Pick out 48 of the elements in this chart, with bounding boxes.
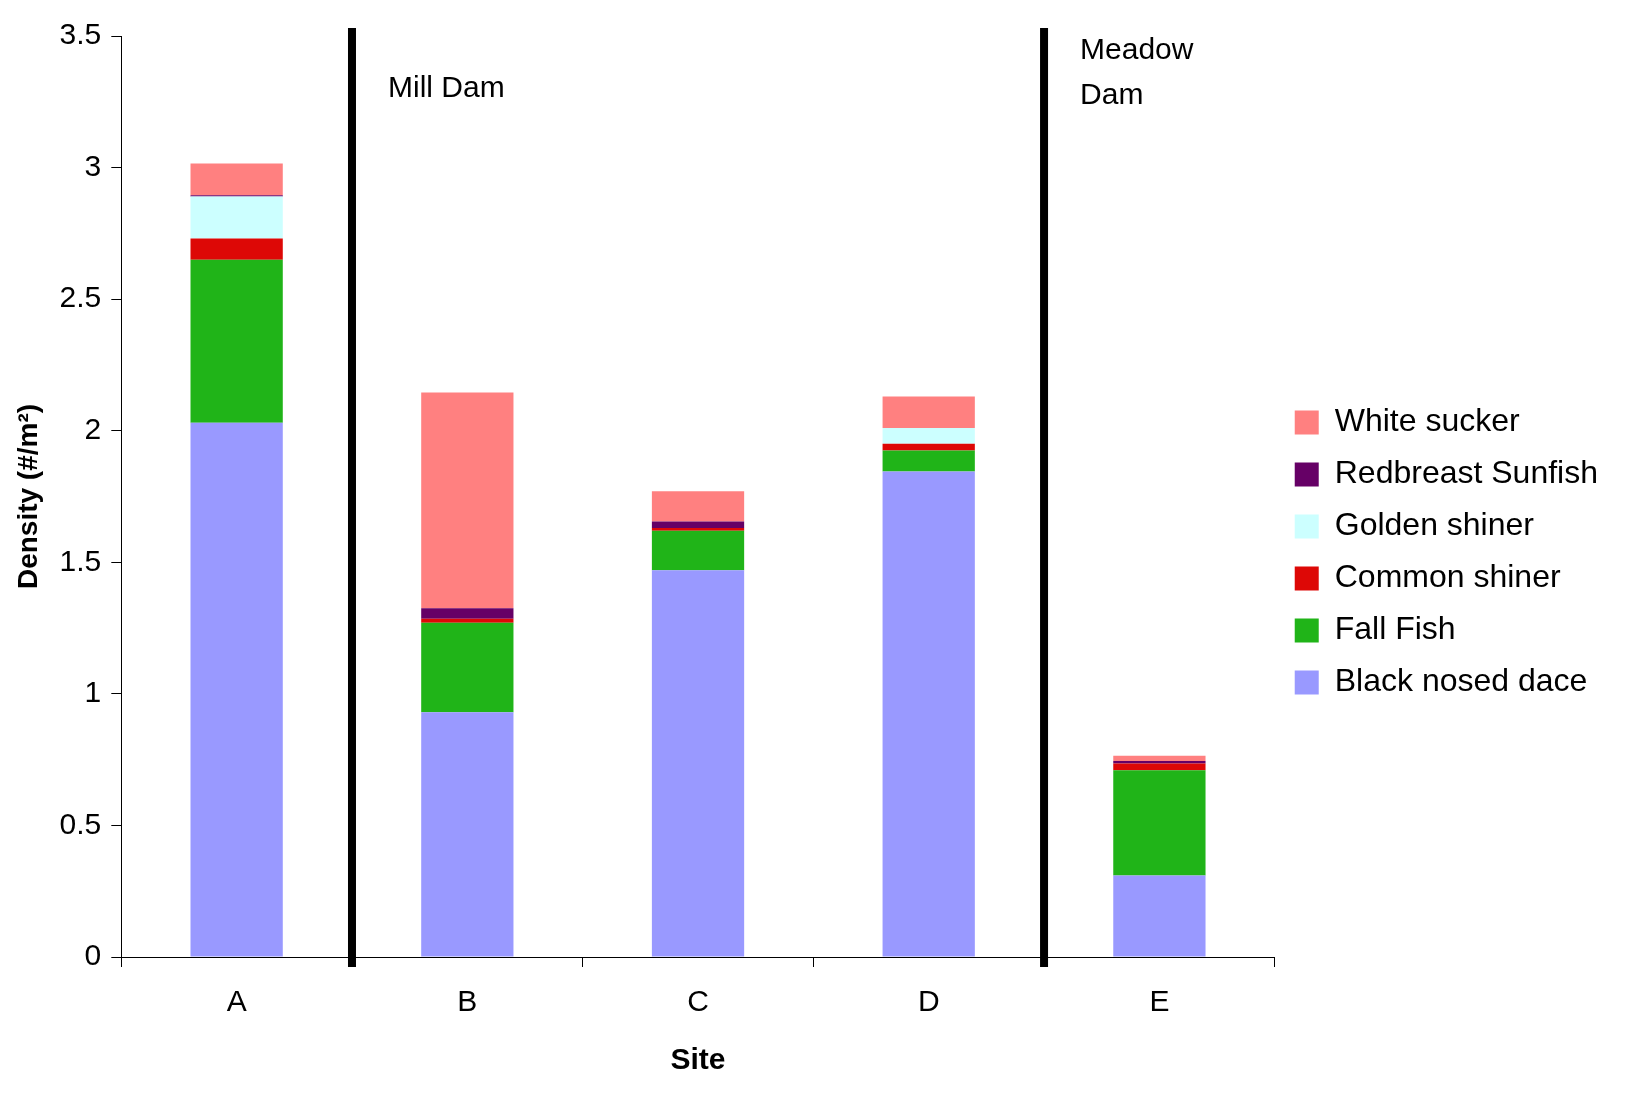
bar xyxy=(1113,770,1206,876)
bar xyxy=(421,618,514,623)
bar xyxy=(651,521,745,529)
x-tick-label: E xyxy=(1149,984,1170,1018)
y-tick-label: 0.5 xyxy=(59,806,102,840)
bar xyxy=(190,259,283,423)
bar xyxy=(421,712,514,957)
y-axis-title: Density (#/m²) xyxy=(11,403,43,590)
x-tick-label: A xyxy=(226,984,247,1018)
y-tick-label: 3 xyxy=(84,148,102,182)
y-tick-label: 3.5 xyxy=(59,17,102,51)
bar xyxy=(421,392,514,609)
bar xyxy=(882,443,975,451)
bar xyxy=(651,491,745,522)
legend-label: Common shiner xyxy=(1334,558,1561,595)
legend-label: Black nosed dace xyxy=(1334,662,1588,699)
bar xyxy=(1113,875,1206,957)
y-tick-label: 0 xyxy=(84,938,102,972)
annotation: Mill Dam xyxy=(387,70,505,104)
bar xyxy=(421,622,514,713)
bar xyxy=(882,396,975,429)
bar xyxy=(651,530,745,571)
legend-label: Golden shiner xyxy=(1334,506,1535,543)
bar xyxy=(1113,755,1206,761)
bar xyxy=(651,570,745,957)
bar xyxy=(651,528,745,531)
y-tick-label: 2 xyxy=(84,411,102,445)
bar xyxy=(190,196,283,239)
bar xyxy=(1113,763,1206,771)
bar xyxy=(190,238,283,260)
legend-label: Fall Fish xyxy=(1334,610,1456,647)
x-tick-label: D xyxy=(917,984,940,1018)
y-tick-label: 1.5 xyxy=(59,543,102,577)
y-tick-label: 2.5 xyxy=(59,280,102,314)
bar xyxy=(421,608,514,619)
x-tick-label: B xyxy=(457,984,478,1018)
bar xyxy=(190,163,283,196)
bar xyxy=(882,471,975,957)
legend-label: White sucker xyxy=(1334,402,1521,439)
x-tick-label: C xyxy=(687,984,709,1018)
legend-label: Redbreast Sunfish xyxy=(1334,454,1598,491)
x-axis-title: Site xyxy=(670,1042,726,1076)
bar xyxy=(190,422,283,957)
bar xyxy=(882,450,975,472)
annotation: Meadow Dam xyxy=(1080,32,1194,111)
bar xyxy=(882,428,975,444)
bar xyxy=(1113,760,1206,764)
y-tick-label: 1 xyxy=(84,675,102,709)
